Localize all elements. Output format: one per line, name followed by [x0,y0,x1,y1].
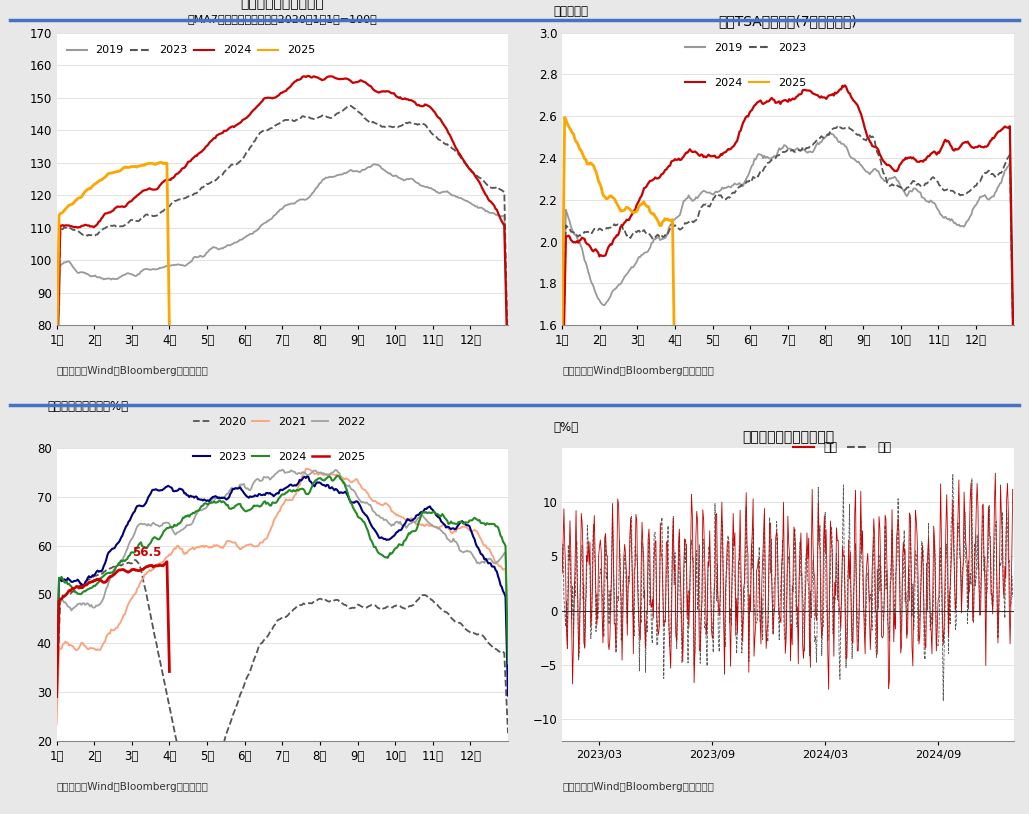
Text: （百万人）: （百万人） [554,5,589,18]
Text: 资料来源：Wind，Bloomberg，华泰研究: 资料来源：Wind，Bloomberg，华泰研究 [562,366,714,376]
Text: （%）: （%） [554,421,578,434]
Text: （MA7，定基指数，基期为2020年1月1日=100）: （MA7，定基指数，基期为2020年1月1日=100） [187,14,378,24]
Title: 预订数较上一年同期增幅: 预订数较上一年同期增幅 [742,430,833,444]
Title: 全球航班数量定基指数: 全球航班数量定基指数 [241,0,324,11]
Title: 美国TSA安检人数(7天移动平均): 美国TSA安检人数(7天移动平均) [718,15,857,28]
Legend: 全球, 美国: 全球, 美国 [788,436,896,459]
Text: 资料来源：Wind，Bloomberg，华泰研究: 资料来源：Wind，Bloomberg，华泰研究 [562,781,714,792]
Text: 56.5: 56.5 [132,546,162,559]
Text: （美国酒店入住率，%）: （美国酒店入住率，%） [47,400,129,413]
Text: 资料来源：Wind，Bloomberg，华泰研究: 资料来源：Wind，Bloomberg，华泰研究 [57,781,209,792]
Text: 资料来源：Wind，Bloomberg，华泰研究: 资料来源：Wind，Bloomberg，华泰研究 [57,366,209,376]
Legend: 2023, 2024, 2025: 2023, 2024, 2025 [188,448,370,466]
Legend: 2024, 2025: 2024, 2025 [680,73,811,92]
Legend: 2019, 2023, 2024, 2025: 2019, 2023, 2024, 2025 [62,41,320,60]
